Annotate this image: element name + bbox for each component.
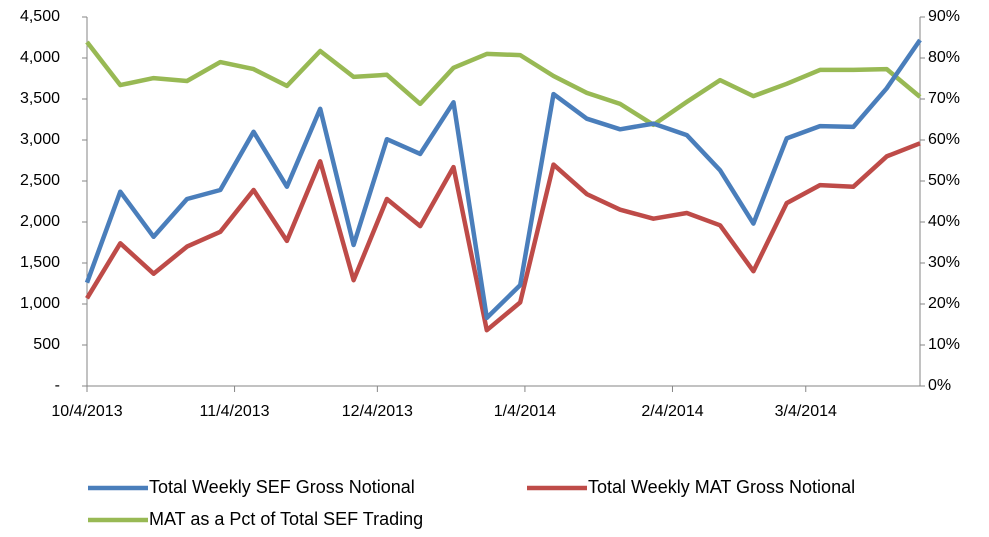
- x-tick-label: 11/4/2013: [200, 403, 270, 420]
- y2-tick-label: 0%: [928, 377, 951, 394]
- legend-label: Total Weekly SEF Gross Notional: [149, 477, 415, 497]
- y2-tick-label: 90%: [928, 8, 960, 25]
- y2-tick-label: 20%: [928, 295, 960, 312]
- x-tick-label: 12/4/2013: [342, 403, 413, 420]
- y2-tick-label: 80%: [928, 49, 960, 66]
- y2-tick-label: 70%: [928, 90, 960, 107]
- y-tick-label: 2,500: [20, 172, 60, 189]
- y-tick-label: -: [55, 377, 60, 394]
- series-line: [85, 40, 922, 128]
- y-tick-label: 3,500: [20, 90, 60, 107]
- x-tick-label: 1/4/2014: [494, 403, 556, 420]
- series-line: [85, 141, 921, 333]
- legend-label: Total Weekly MAT Gross Notional: [588, 477, 855, 497]
- x-tick-label: 2/4/2014: [641, 403, 703, 420]
- y-tick-label: 500: [33, 336, 60, 353]
- y-tick-label: 3,000: [20, 131, 60, 148]
- y-tick-label: 2,000: [20, 213, 60, 230]
- legend-label: MAT as a Pct of Total SEF Trading: [149, 509, 423, 529]
- y-tick-label: 1,000: [20, 295, 60, 312]
- series-line: [84, 38, 922, 321]
- y2-tick-label: 30%: [928, 254, 960, 271]
- y-tick-label: 1,500: [20, 254, 60, 271]
- x-tick-label: 10/4/2013: [51, 403, 122, 420]
- y2-tick-label: 40%: [928, 213, 960, 230]
- y2-tick-label: 60%: [928, 131, 960, 148]
- x-tick-label: 3/4/2014: [775, 403, 837, 420]
- y2-tick-label: 50%: [928, 172, 960, 189]
- y-tick-label: 4,500: [20, 8, 60, 25]
- y-tick-label: 4,000: [20, 49, 60, 66]
- y2-tick-label: 10%: [928, 336, 960, 353]
